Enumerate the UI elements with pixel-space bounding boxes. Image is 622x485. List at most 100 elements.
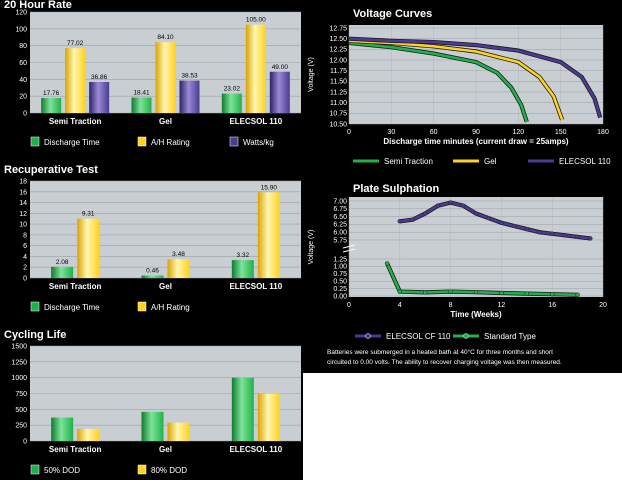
hour-rate-ytick-label: 60 [19, 60, 27, 67]
hour-rate-ytick-label: 80 [19, 43, 27, 50]
sulphation-legend-marker [463, 333, 469, 339]
recuperative-bar-yellow [257, 192, 280, 278]
left-panel: 20 Hour Rate 0 20 40 60 80 100 120 17.76 77.02 36.… [0, 0, 303, 480]
hour-rate-category-label: ELECSOL 110 [229, 117, 282, 126]
sulphation-point-green [397, 289, 403, 294]
sulphation-ytick-label: 0.25 [333, 286, 347, 293]
recuperative-ytick-label: 4 [23, 254, 27, 261]
sulphation-point-green [549, 291, 555, 297]
hour-rate-bar-yellow [245, 24, 266, 113]
sulphation-ytick-label: 1.25 [333, 256, 347, 263]
cycling-ytick-label: 0 [23, 439, 27, 446]
cycling-bar-green [231, 377, 254, 441]
sulphation-ytick-label: 1.00 [333, 264, 347, 271]
sulphation-point-purple [499, 220, 504, 226]
sulphation-note: Batteries were submerged in a heated bat… [327, 348, 553, 356]
sulphation-point-purple [473, 211, 479, 216]
recuperative-data-label: 2.08 [56, 259, 69, 266]
sulphation-point-green [473, 289, 479, 295]
sulphation-point-purple [549, 231, 555, 237]
recuperative-ytick-label: 10 [19, 222, 27, 229]
sulphation-ytick-label: 6.25 [333, 222, 347, 229]
hour-rate-bar-purple [179, 80, 200, 113]
voltage-legend-label: ELECSOL 110 [559, 157, 611, 166]
recuperative-ytick-label: 18 [19, 179, 27, 186]
cycling-legend-swatch [30, 464, 40, 475]
hour-rate-data-label: 77.02 [67, 40, 84, 47]
right-charts: Voltage Curves 10.50 10.75 11.00 11.25 11.50 1… [308, 8, 611, 366]
sulphation-point-green [499, 290, 504, 296]
hour-rate-legend-label: Watts/kg [243, 138, 274, 147]
hour-rate-bar-purple [269, 71, 290, 113]
recuperative-category-label: Gel [159, 282, 172, 291]
hour-rate-ytick-label: 40 [19, 77, 27, 84]
recuperative-bar-green [231, 260, 254, 278]
voltage-xtick-label: 0 [347, 129, 351, 136]
cycling-legend-label: 80% DOD [151, 466, 187, 475]
sulphation-point-purple [524, 226, 530, 232]
voltage-xtick-label: 120 [512, 129, 524, 136]
right-panel: Voltage Curves 10.50 10.75 11.00 11.25 11.50 1… [303, 0, 622, 373]
sulphation-line-purple [399, 201, 591, 240]
voltage-ytick-label: 12.00 [329, 57, 347, 64]
sulphation-title: Plate Sulphation [353, 183, 439, 195]
hour-rate-legend-label: Discharge Time [44, 138, 100, 147]
sulphation-point-green [575, 292, 580, 298]
hour-rate-bar-purple [89, 81, 110, 113]
sulphation-ytick-label: 0.75 [333, 271, 347, 278]
sulphation-point-purple [435, 203, 441, 208]
hour-rate-data-label: 84.10 [157, 34, 174, 41]
cycling-category-label: Semi Traction [49, 445, 102, 454]
voltage-line-yellow [348, 39, 564, 121]
voltage-xtick-label: 30 [387, 129, 395, 136]
recuperative-data-label: 0.46 [146, 268, 159, 275]
hour-rate-ytick-label: 120 [15, 10, 27, 17]
recuperative-bar-yellow [167, 259, 190, 278]
hour-rate-ytick-label: 100 [15, 26, 27, 33]
sulphation-ytick-label: 6.50 [333, 214, 347, 221]
sulphation-note: circuited to 0.00 volts. The ability to … [327, 359, 562, 366]
recuperative-plot-area [30, 181, 301, 278]
cycling-legend-label: 50% DOD [44, 466, 80, 475]
sulphation-ytick-label: 7.00 [333, 198, 347, 205]
voltage-xtick-label: 150 [555, 129, 567, 136]
hour-rate-ytick-label: 20 [19, 94, 27, 101]
recuperative-ytick-label: 14 [19, 200, 27, 207]
voltage-legend-label: Gel [484, 157, 497, 166]
cycling-ytick-label: 1250 [11, 359, 27, 366]
sulphation-legend-marker [365, 333, 371, 339]
recuperative-ytick-label: 12 [19, 211, 27, 218]
hour-rate-legend-swatch [30, 136, 40, 147]
cycling-bar-yellow [167, 422, 190, 441]
hour-rate-legend-swatch [229, 136, 239, 147]
left-charts: 20 Hour Rate02040608010012017.7677.0236.… [4, 0, 301, 475]
cycling-ytick-label: 750 [15, 391, 27, 398]
sulphation-point-purple [588, 236, 593, 241]
recuperative-category-label: Semi Traction [49, 282, 102, 291]
recuperative-bar-green [51, 266, 74, 278]
recuperative-category-label: ELECSOL 110 [229, 282, 282, 291]
hour-rate-bar-yellow [155, 42, 176, 113]
sulphation-point-purple [397, 219, 403, 224]
cycling-bar-yellow [257, 393, 280, 441]
recuperative-ytick-label: 2 [23, 265, 27, 272]
recuperative-ytick-label: 8 [23, 232, 27, 239]
recuperative-bar-yellow [77, 218, 100, 278]
sulphation-ytick-label: 0.00 [333, 293, 347, 300]
hour-rate-data-label: 17.76 [43, 90, 60, 97]
cycling-ytick-label: 1500 [11, 344, 27, 351]
recuperative-data-label: 15.90 [261, 184, 278, 191]
hour-rate-category-label: Gel [159, 117, 172, 126]
voltage-ytick-label: 12.75 [329, 25, 347, 32]
sulphation-legend-label: Standard Type [484, 332, 536, 341]
sulphation-point-purple [461, 203, 466, 208]
recuperative-legend-swatch [30, 301, 40, 312]
recuperative-data-label: 3.48 [172, 251, 185, 258]
voltage-ytick-label: 11.00 [330, 100, 347, 107]
sulphation-point-purple [575, 234, 580, 240]
voltage-ytick-label: 12.25 [329, 47, 347, 54]
recuperative-legend-label: Discharge Time [44, 303, 100, 312]
sulphation-point-green [524, 291, 530, 296]
sulphation-xtick-label: 8 [449, 302, 453, 309]
sulphation-xtick-label: 20 [599, 302, 607, 309]
